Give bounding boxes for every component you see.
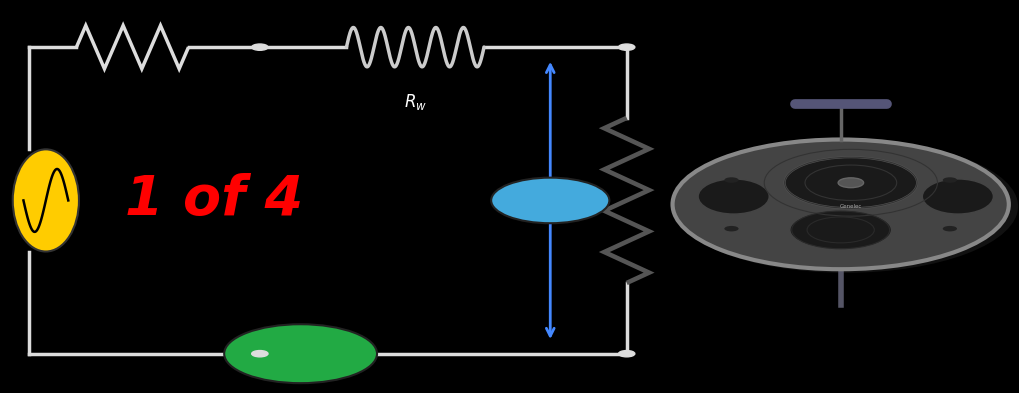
Ellipse shape <box>922 179 994 214</box>
Circle shape <box>619 44 635 50</box>
Ellipse shape <box>838 178 863 187</box>
Text: A: A <box>293 345 308 363</box>
Circle shape <box>491 178 609 223</box>
Text: $R_w$: $R_w$ <box>405 92 427 112</box>
Ellipse shape <box>13 149 79 252</box>
Ellipse shape <box>790 210 892 250</box>
Text: E: E <box>544 191 556 209</box>
Circle shape <box>252 44 268 50</box>
Text: Genelec: Genelec <box>840 204 862 209</box>
Circle shape <box>725 226 739 231</box>
Circle shape <box>943 226 957 231</box>
Circle shape <box>725 177 739 183</box>
Ellipse shape <box>785 157 917 208</box>
Ellipse shape <box>698 179 769 214</box>
Circle shape <box>252 351 268 357</box>
Text: 1 of 4: 1 of 4 <box>125 173 303 228</box>
Ellipse shape <box>674 140 1018 273</box>
Circle shape <box>943 177 957 183</box>
Ellipse shape <box>673 140 1009 269</box>
Circle shape <box>619 351 635 357</box>
Circle shape <box>224 324 377 383</box>
